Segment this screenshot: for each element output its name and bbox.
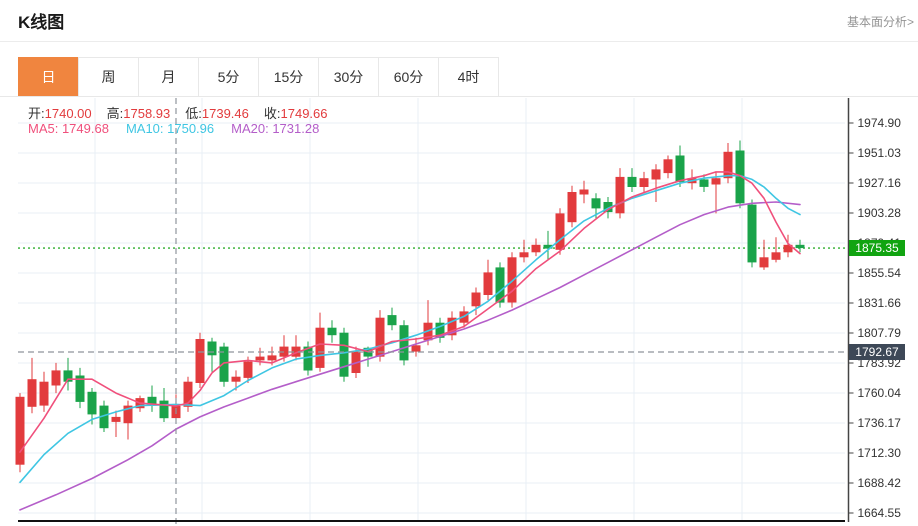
candle-body[interactable] [699,179,709,187]
tab-interval-60分[interactable]: 60分 [378,57,439,97]
candle-body[interactable] [663,159,673,174]
y-tick-label: 1664.55 [858,506,902,520]
y-tick-label: 1807.79 [858,326,902,340]
candle-body[interactable] [63,370,73,382]
candle-body[interactable] [39,381,49,406]
candle-body[interactable] [195,339,205,383]
page-title: K线图 [18,13,65,32]
candle-body[interactable] [567,192,577,223]
candle-body[interactable] [591,198,601,209]
candle-body[interactable] [783,244,793,253]
y-tick-label: 1951.03 [858,146,902,160]
candle-body[interactable] [291,346,301,357]
candle-body[interactable] [675,155,685,182]
candle-body[interactable] [747,204,757,263]
ma5-line [19,171,801,453]
candle-body[interactable] [435,322,445,338]
candle-body[interactable] [219,346,229,382]
candle-body[interactable] [339,332,349,377]
candle-body[interactable] [75,375,85,402]
candle-body[interactable] [711,178,721,185]
candle-body[interactable] [183,381,193,407]
candle-body[interactable] [543,244,553,249]
tab-interval-5分[interactable]: 5分 [198,57,259,97]
candle-body[interactable] [303,346,313,371]
tab-interval-日[interactable]: 日 [18,57,79,97]
y-tick-label: 1903.28 [858,206,902,220]
current-price-badge: 1875.35 [849,240,905,256]
y-tick-label: 1688.42 [858,476,902,490]
candle-body[interactable] [759,257,769,268]
candle-body[interactable] [399,325,409,361]
candle-body[interactable] [159,400,169,419]
candle-body[interactable] [207,341,217,356]
candle-body[interactable] [579,189,589,195]
candle-body[interactable] [495,267,505,303]
y-tick-label: 1831.66 [858,296,902,310]
candle-body[interactable] [639,178,649,187]
candle-body[interactable] [723,151,733,179]
candle-body[interactable] [375,317,385,357]
tab-interval-4时[interactable]: 4时 [438,57,499,97]
y-tick-label: 1760.04 [858,386,902,400]
ma20-line [19,201,801,511]
candle-body[interactable] [795,244,805,249]
candle-body[interactable] [99,405,109,429]
y-tick-label: 1974.90 [858,116,902,130]
candle-body[interactable] [735,150,745,204]
candle-body[interactable] [603,202,613,213]
candlestick-chart[interactable]: 1974.901951.031927.161903.281879.411855.… [0,98,918,526]
tab-interval-月[interactable]: 月 [138,57,199,97]
candle-body[interactable] [123,405,133,424]
tab-interval-30分[interactable]: 30分 [318,57,379,97]
candle-body[interactable] [111,416,121,422]
candle-body[interactable] [27,379,37,407]
crosshair-price-badge: 1792.67 [849,344,905,360]
candle-body[interactable] [483,272,493,295]
candle-body[interactable] [519,252,529,258]
header-divider [0,41,918,42]
candle-body[interactable] [147,396,157,406]
y-tick-label: 1927.16 [858,176,902,190]
candle-body[interactable] [531,244,541,253]
tab-interval-周[interactable]: 周 [78,57,139,97]
candle-body[interactable] [555,213,565,250]
candle-body[interactable] [255,356,265,361]
y-tick-label: 1855.54 [858,266,902,280]
y-tick-label: 1736.17 [858,416,902,430]
fundamental-analysis-link[interactable]: 基本面分析> [846,15,914,29]
candle-body[interactable] [507,257,517,303]
candle-body[interactable] [627,176,637,187]
candle-body[interactable] [651,169,661,180]
candle-body[interactable] [315,327,325,368]
candle-body[interactable] [327,327,337,336]
candle-body[interactable] [447,317,457,336]
candle-body[interactable] [231,376,241,382]
candle-body[interactable] [51,370,61,386]
ma10-line [19,174,801,484]
tabbar-underline [0,96,918,97]
candle-body[interactable] [771,252,781,260]
candle-body[interactable] [87,391,97,415]
candle-body[interactable] [267,355,277,361]
candle-body[interactable] [387,315,397,326]
y-tick-label: 1712.30 [858,446,902,460]
candle-body[interactable] [15,396,25,465]
candle-body[interactable] [411,345,421,352]
interval-tabbar: 日周月 5分 15分 30分 60分 4时 [18,57,499,97]
candle-body[interactable] [615,176,625,214]
tab-interval-15分[interactable]: 15分 [258,57,319,97]
candle-body[interactable] [243,361,253,378]
candle-body[interactable] [471,292,481,307]
